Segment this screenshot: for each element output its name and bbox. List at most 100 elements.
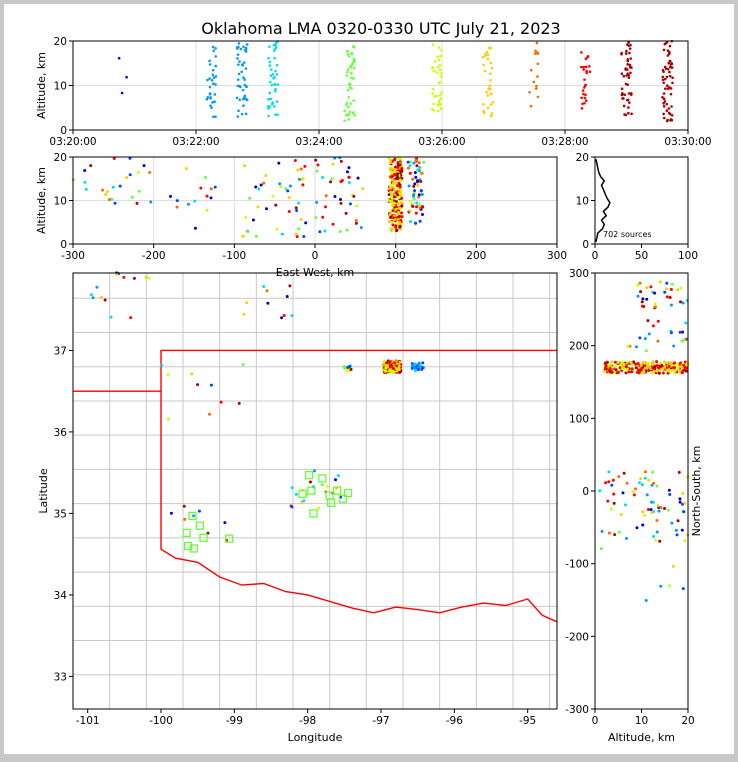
east-west-source-point [393,169,397,173]
east-west-source-point [130,195,134,199]
north-south-source-point [643,337,647,341]
time-height-source-point [666,67,670,71]
east-west-source-point [388,199,392,203]
north-south-source-point [604,363,608,367]
north-south-source-point [629,360,633,364]
east-west-source-point [175,199,179,203]
east-west-source-point [347,181,351,185]
plan-view-source-point [395,364,399,368]
north-south-source-point [614,365,618,369]
north-south-source-point [617,530,621,534]
north-south-source-point [656,504,660,508]
time-height-source-point [268,105,272,108]
time-height-xtick-label: 03:24:00 [295,136,342,148]
time-height-source-point [670,118,674,122]
north-south-source-point [613,360,617,364]
plan-view-source-point [414,368,418,372]
plan-view-source-point [384,366,388,370]
time-height-source-point [274,69,277,73]
time-height-source-point [620,52,623,56]
north-south-source-point [643,476,647,480]
figure-background [4,4,734,754]
north-south-xtick-label: 10 [635,715,648,727]
time-height-source-point [440,71,443,75]
north-south-ytick-label: 200 [569,341,589,353]
plan-view-source-point [420,367,424,371]
time-height-source-point [214,55,218,58]
north-south-source-point [680,502,684,506]
north-south-source-point [615,371,619,375]
time-height-source-point [627,41,630,44]
time-height-source-point [481,55,485,59]
east-west-source-point [135,201,139,205]
north-south-source-point [655,519,659,523]
time-height-source-point [663,77,667,81]
north-south-ylabel: North-South, km [690,446,703,537]
east-west-source-point [415,205,419,209]
east-west-source-point [396,184,400,188]
east-west-ylabel: Altitude, km [35,167,48,234]
time-height-source-point [210,106,213,110]
lma-station-marker [304,470,314,480]
east-west-source-point [389,168,393,172]
east-west-source-point [256,205,260,209]
east-west-source-point [391,181,395,185]
north-south-source-point [670,521,674,525]
east-west-source-point [414,211,418,215]
time-height-source-point [274,41,278,45]
time-height-source-point [347,96,351,99]
north-south-source-point [607,531,611,535]
east-west-source-point [354,221,358,225]
plan-view-source-point [91,296,95,300]
time-height-xtick-label: 03:20:00 [49,136,96,148]
time-height-source-point [668,59,672,63]
time-height-source-point [534,87,538,90]
plan-view-source-point [383,359,387,363]
time-height-source-point [236,45,240,49]
time-height-source-point [484,52,487,56]
time-height-source-point [206,78,209,82]
time-height-source-point [236,57,239,60]
east-west-source-point [413,189,417,193]
plan-view-source-point [219,400,223,404]
plan-view-source-point [115,272,119,276]
east-west-source-point [420,213,424,217]
north-south-source-point [647,478,651,482]
time-height-source-point [620,72,624,76]
plan-view-source-point [290,486,294,490]
north-south-source-point [649,285,653,289]
time-height-source-point [536,75,539,78]
north-south-source-point [670,369,674,373]
east-west-source-point [287,196,291,200]
east-west-source-point [396,156,400,160]
east-west-xtick-label: 200 [466,250,486,262]
north-south-source-point [637,481,641,485]
east-west-xtick-label: 300 [547,250,567,262]
north-south-source-point [657,509,661,513]
time-height-source-point [346,50,350,53]
time-height-source-point [661,78,665,82]
east-west-source-point [392,201,396,205]
north-south-source-point [640,300,644,304]
plan-view-source-point [209,383,213,387]
time-height-source-point [583,84,587,87]
time-height-source-point [208,77,211,80]
time-height-source-point [236,53,240,56]
plan-view-source-point [412,366,416,370]
time-height-source-point [532,80,536,84]
time-height-source-point [349,102,352,105]
plan-view-source-point [397,364,401,368]
east-west-source-point [89,164,93,168]
lma-station-marker [326,498,336,507]
east-west-source-point [193,226,197,230]
east-west-source-point [299,167,303,171]
north-south-source-point [682,363,686,367]
time-height-source-point [348,110,352,114]
north-south-source-point [679,286,683,290]
east-west-source-point [398,224,402,228]
north-south-source-point [624,371,628,375]
time-height-source-point [482,63,485,67]
time-height-source-point [353,66,356,70]
time-height-source-point [626,83,629,86]
time-height-source-point [668,70,671,74]
